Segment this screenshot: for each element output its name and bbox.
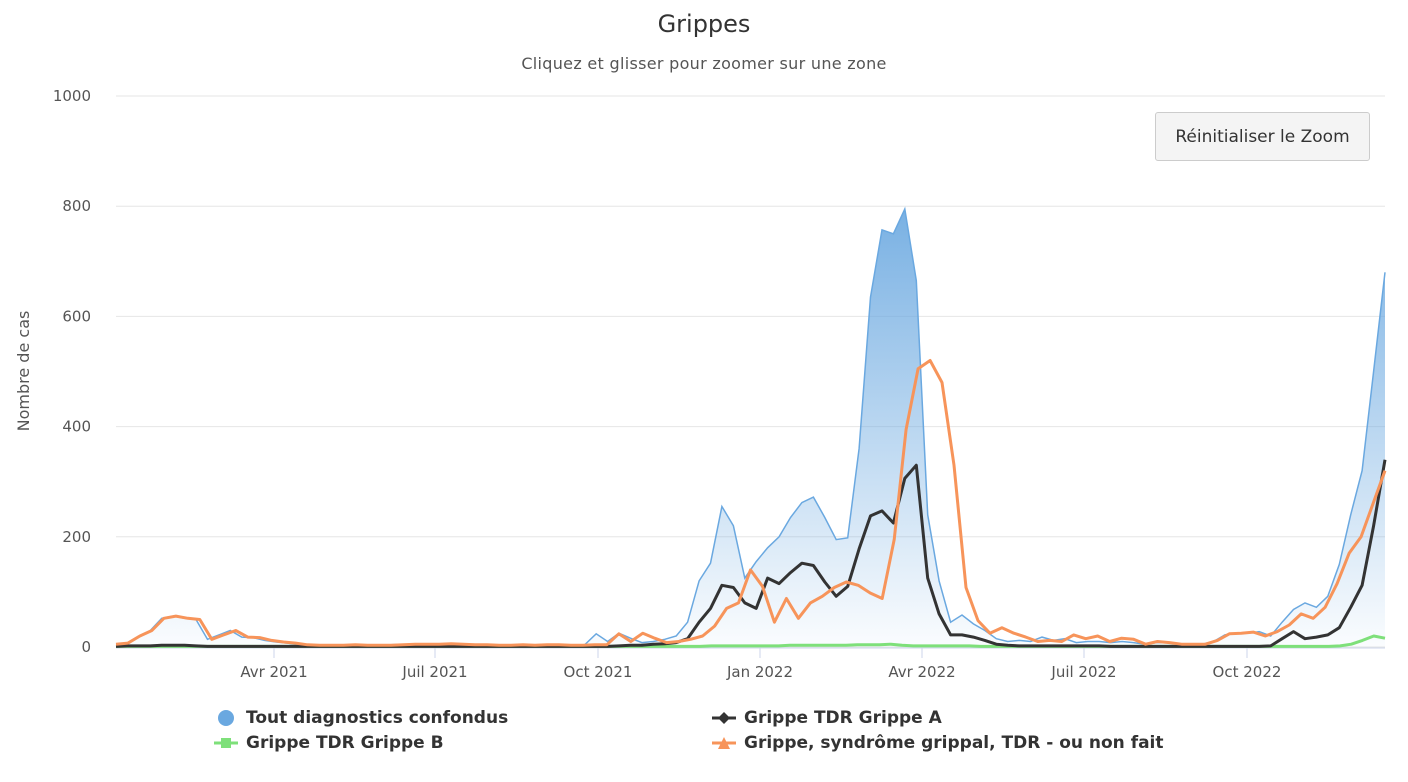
square-line-icon <box>214 735 238 751</box>
x-tick-label: Oct 2022 <box>1213 663 1282 681</box>
area-tout-diagnostics[interactable] <box>116 209 1385 647</box>
legend-item-tout-diagnostics[interactable]: Tout diagnostics confondus <box>214 708 508 728</box>
triangle-line-icon <box>712 735 736 751</box>
x-tick-label: Jan 2022 <box>726 663 793 681</box>
legend-label: Grippe TDR Grippe A <box>744 708 942 728</box>
diamond-line-icon <box>712 710 736 726</box>
legend-label: Grippe TDR Grippe B <box>246 733 444 753</box>
y-tick-label: 1000 <box>53 87 91 105</box>
legend-item-grippe-a[interactable]: Grippe TDR Grippe A <box>712 708 942 728</box>
legend-item-syndrome-grippal[interactable]: Grippe, syndrôme grippal, TDR - ou non f… <box>712 733 1164 753</box>
y-tick-label: 600 <box>62 307 91 325</box>
y-tick-label: 200 <box>62 528 91 546</box>
x-tick-label: Avr 2022 <box>888 663 955 681</box>
y-axis: 0 200 400 600 800 1000 <box>53 87 91 656</box>
plot-area[interactable]: 0 200 400 600 800 1000 Nombre de cas Avr 2021… <box>0 0 1408 700</box>
series-layer <box>115 206 1387 648</box>
y-tick-label: 800 <box>62 197 91 215</box>
x-tick-label: Juil 2021 <box>401 663 467 681</box>
legend-item-grippe-b[interactable]: Grippe TDR Grippe B <box>214 733 444 753</box>
legend-label: Grippe, syndrôme grippal, TDR - ou non f… <box>744 733 1164 753</box>
circle-icon <box>214 710 238 726</box>
y-tick-label: 0 <box>81 638 91 656</box>
chart-subtitle: Cliquez et glisser pour zoomer sur une z… <box>521 54 887 73</box>
y-tick-label: 400 <box>62 418 91 436</box>
series-line[interactable] <box>115 359 1387 647</box>
x-tick-label: Avr 2021 <box>240 663 307 681</box>
y-axis-title: Nombre de cas <box>14 311 33 432</box>
x-axis: Avr 2021 Juil 2021 Oct 2021 Jan 2022 Avr 202… <box>116 647 1385 681</box>
x-tick-label: Juil 2022 <box>1050 663 1116 681</box>
chart-title: Grippes <box>657 10 751 38</box>
legend-label: Tout diagnostics confondus <box>246 708 509 728</box>
x-tick-label: Oct 2021 <box>564 663 633 681</box>
legend: Tout diagnostics confondus Grippe TDR Gr… <box>0 706 1408 766</box>
gridlines <box>116 95 1385 648</box>
reset-zoom-button[interactable]: Réinitialiser le Zoom <box>1155 112 1370 161</box>
